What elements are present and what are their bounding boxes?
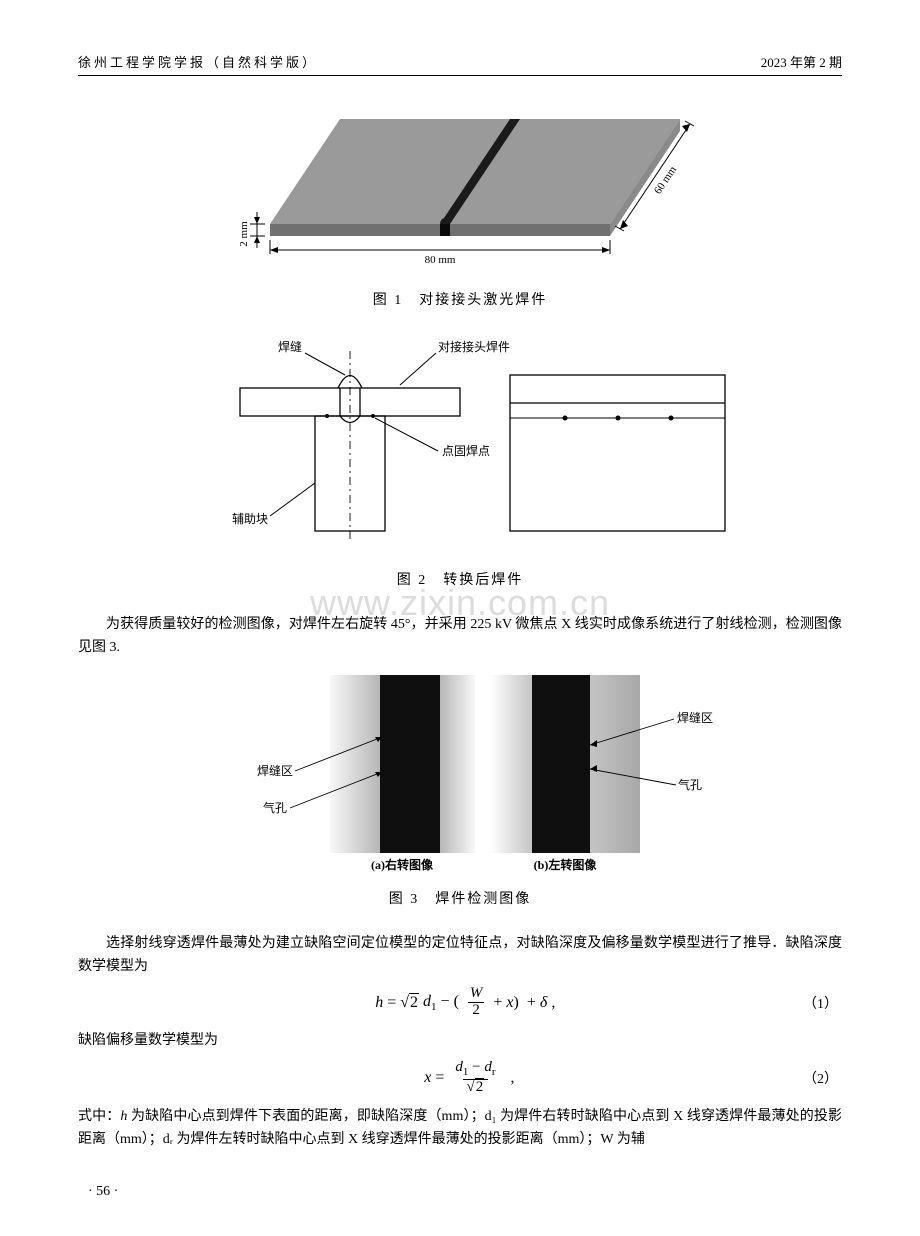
paragraph-1: 为获得质量较好的检测图像，对焊件左右旋转 45°，并采用 225 kV 微焦点 …	[78, 613, 842, 659]
equation-1-number: （1）	[803, 993, 842, 1013]
figure-3: 焊缝区 气孔 焊缝区 气孔 (a)右转图像 (b)左转图像 图 3 焊件检测图像	[78, 667, 842, 908]
equation-1: h = 2 d1 − ( W2 + x) + δ , （1）	[78, 986, 842, 1019]
paragraph-2: 选择射线穿透焊件最薄处为建立缺陷空间定位模型的定位特征点，对缺陷深度及偏移量数学…	[78, 932, 842, 978]
fig2-diagram: 焊缝 对接接头焊件 点固焊点 辅助块	[180, 333, 740, 563]
fig3-label-weldzone-b: 焊缝区	[677, 710, 713, 725]
fig3-label-pore-a: 气孔	[263, 800, 287, 815]
para4-rest: 为缺陷中心点到焊件下表面的距离，即缺陷深度（mm）；d₁ 为焊件右转时缺陷中心点…	[78, 1109, 842, 1147]
page-header: 徐州工程学院学报（自然科学版） 2023 年第 2 期	[78, 52, 842, 76]
header-left: 徐州工程学院学报（自然科学版）	[78, 52, 318, 71]
header-right: 2023 年第 2 期	[761, 52, 842, 71]
fig2-caption: 图 2 转换后焊件	[78, 569, 842, 589]
fig3-caption: 图 3 焊件检测图像	[78, 888, 842, 908]
fig1-diagram: 2 mm 80 mm 60 mm	[220, 104, 700, 279]
fig2-label-butt: 对接接头焊件	[438, 339, 510, 354]
fig2-label-aux: 辅助块	[232, 512, 268, 526]
equation-2-number: （2）	[803, 1068, 842, 1088]
fig3-sub-a: (a)右转图像	[371, 857, 434, 872]
fig1-dim-depth: 60 mm	[652, 164, 679, 197]
fig3-diagram: 焊缝区 气孔 焊缝区 气孔 (a)右转图像 (b)左转图像	[170, 667, 750, 882]
paragraph-4: 式中：h 为缺陷中心点到焊件下表面的距离，即缺陷深度（mm）；d₁ 为焊件右转时…	[78, 1105, 842, 1151]
fig3-label-pore-b: 气孔	[678, 777, 702, 792]
page-number: · 56 ·	[88, 1184, 118, 1200]
fig2-label-spot: 点固焊点	[442, 443, 490, 458]
paragraph-3: 缺陷偏移量数学模型为	[78, 1029, 842, 1052]
fig3-sub-b: (b)左转图像	[534, 857, 598, 872]
fig2-label-weld: 焊缝	[278, 339, 302, 354]
fig1-dim-thickness: 2 mm	[238, 221, 250, 247]
figure-1: 2 mm 80 mm 60 mm 图 1 对接接头激光焊件	[78, 104, 842, 309]
equation-2: x = d1 − dr 2 , （2）	[78, 1060, 842, 1095]
fig3-label-weldzone-a: 焊缝区	[257, 763, 293, 778]
figure-2: 焊缝 对接接头焊件 点固焊点 辅助块 图 2 转换后焊件	[78, 333, 842, 589]
equation-1-content: h = 2 d1 − ( W2 + x) + δ ,	[375, 986, 555, 1019]
fig1-caption: 图 1 对接接头激光焊件	[78, 289, 842, 309]
fig1-dim-width: 80 mm	[425, 254, 456, 266]
equation-2-content: x = d1 − dr 2 ,	[424, 1060, 514, 1095]
para4-prefix: 式中：	[78, 1109, 120, 1124]
